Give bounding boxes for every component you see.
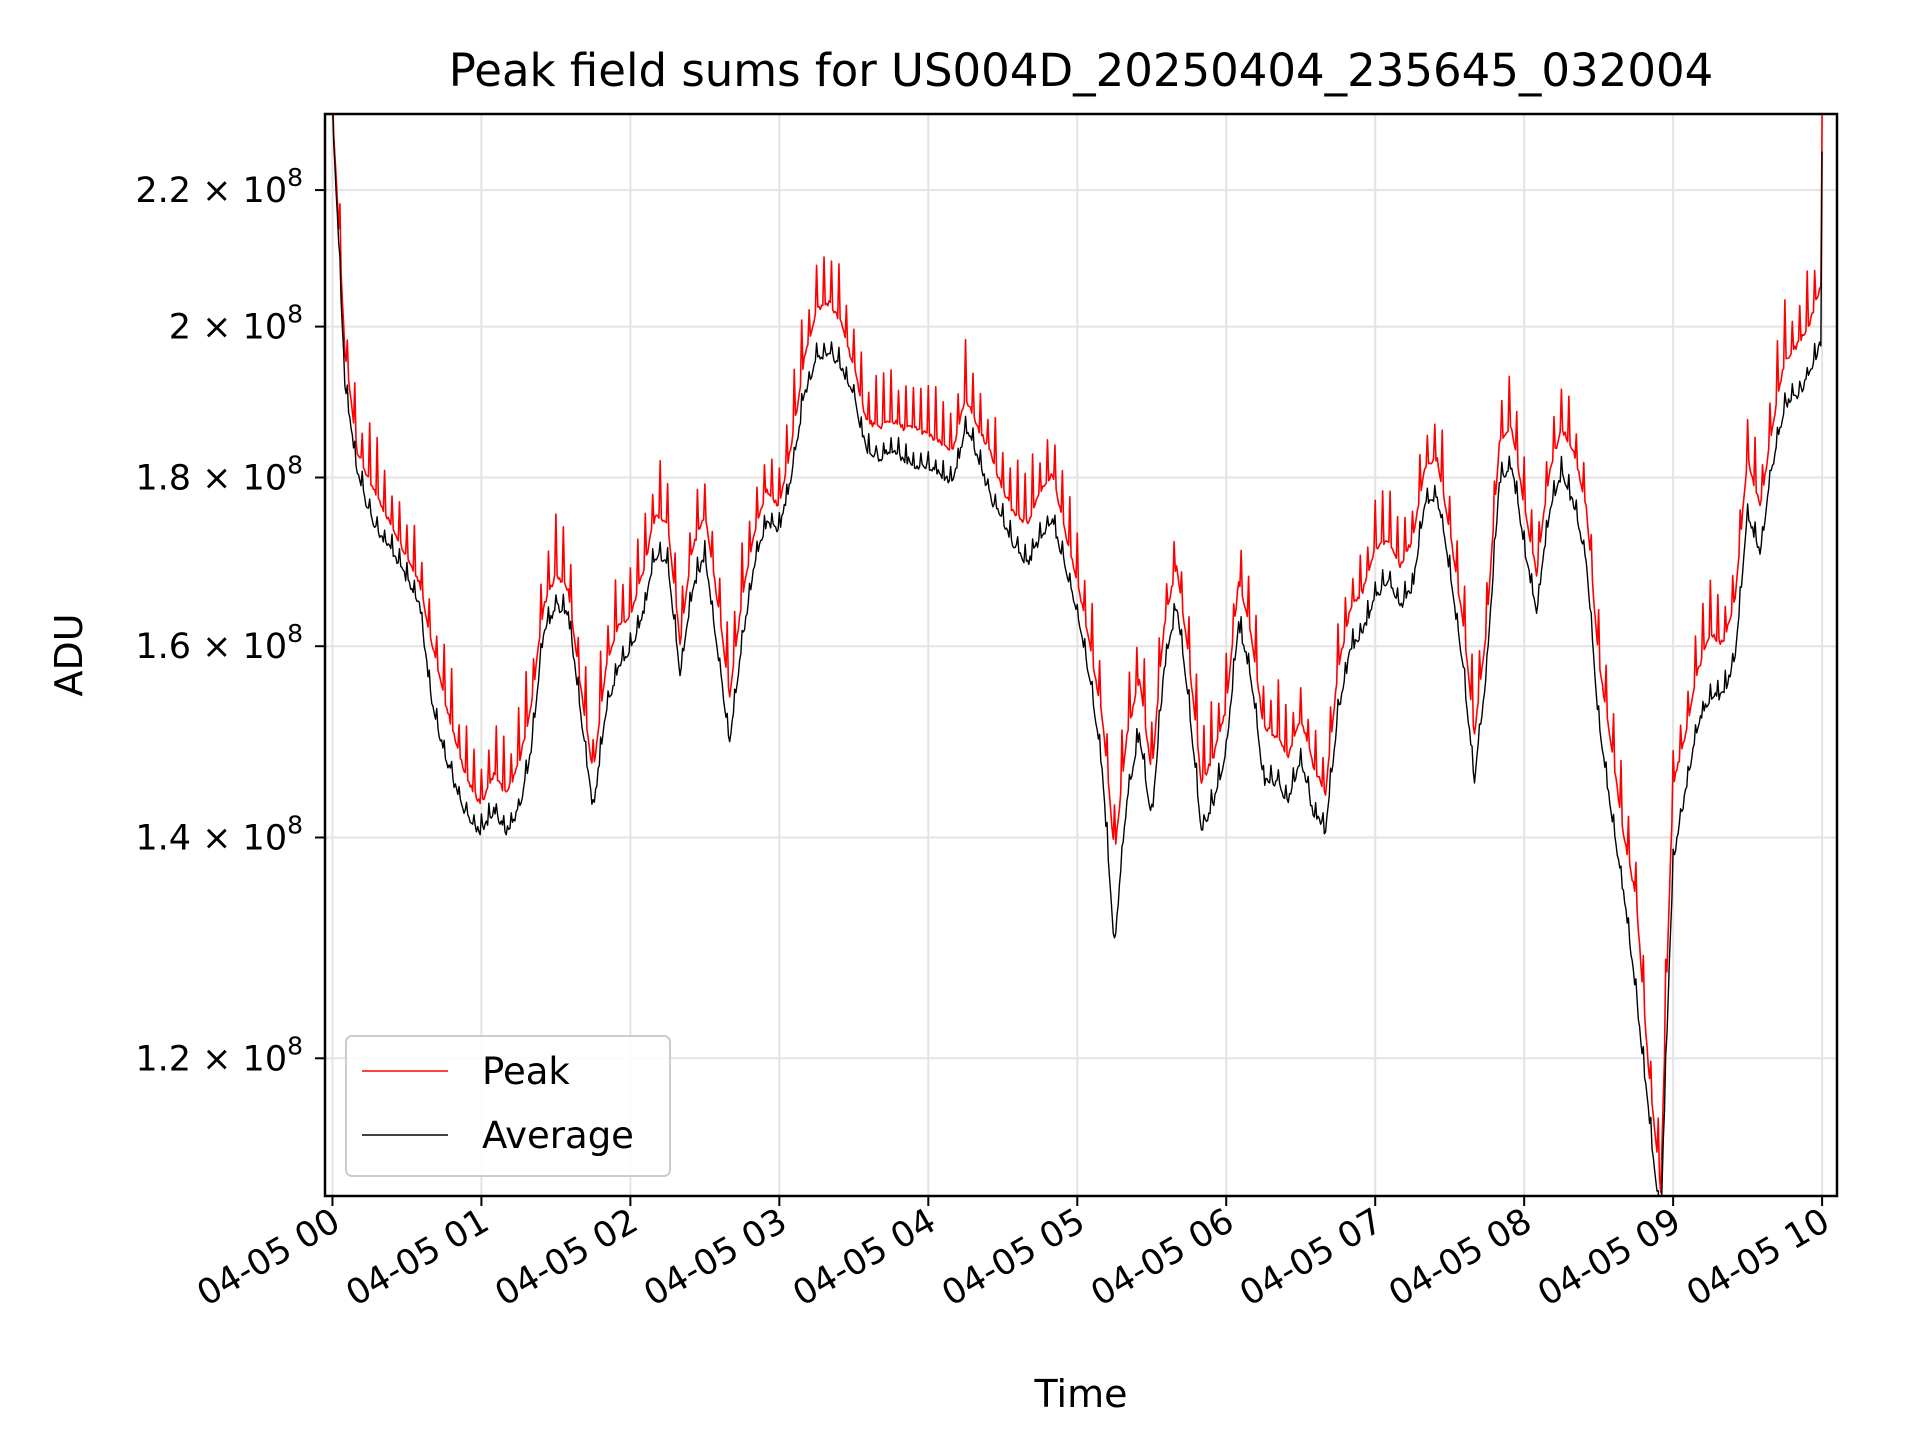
y-axis-label: ADU [47, 613, 91, 696]
chart-title: Peak field sums for US004D_20250404_2356… [449, 44, 1713, 97]
series-lines [332, 114, 1823, 1196]
legend: Peak Average [345, 1035, 671, 1177]
y-tick-label: 1.2 × 108 [135, 1031, 303, 1079]
y-tick-label: 1.6 × 108 [135, 619, 303, 667]
grid-lines [325, 114, 1837, 1196]
y-tick-label: 2.2 × 108 [135, 163, 303, 211]
legend-label-peak: Peak [482, 1050, 570, 1093]
y-tick-label: 2 × 108 [169, 300, 303, 348]
x-axis-label: Time [1034, 1372, 1128, 1416]
y-tick-label: 1.4 × 108 [135, 810, 303, 858]
average-series-line [332, 114, 1823, 1196]
plot-frame [323, 112, 1839, 1198]
legend-label-average: Average [482, 1114, 634, 1157]
y-axis-ticks: 1.2 × 108 1.4 × 108 1.6 × 108 1.8 × 108 2 × … [135, 163, 325, 1079]
y-tick-label: 1.8 × 108 [135, 451, 303, 499]
peak-series-line [332, 114, 1823, 1194]
